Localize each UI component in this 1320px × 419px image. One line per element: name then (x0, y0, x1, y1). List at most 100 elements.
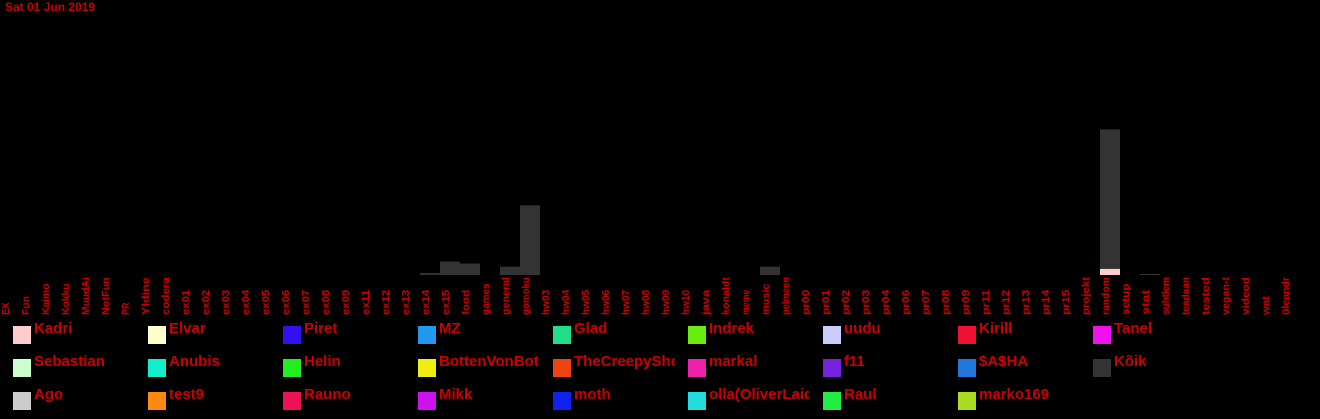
x-tick-label: pelmeen (781, 277, 792, 315)
legend-label: uudu (844, 320, 881, 337)
x-tick-label: ex06 (281, 289, 292, 315)
legend-item: Glad (540, 316, 675, 349)
legend-swatch (553, 359, 571, 377)
legend-label: Glad (574, 320, 608, 337)
legend-item: markal (675, 349, 810, 382)
x-tick-label: food (461, 290, 472, 315)
date-label: Sat 01 Jun 2019 (5, 0, 96, 14)
x-tick-label: ex09 (341, 289, 352, 315)
x-tick-label: pr14 (1041, 289, 1052, 315)
x-tick-label: pr11 (981, 289, 992, 315)
x-tick-label: hw04 (561, 289, 572, 315)
x-tick-label: ex13 (401, 289, 412, 315)
x-tick-label: random (1101, 277, 1112, 315)
legend-swatch (553, 392, 571, 410)
x-tick-label: konaldt (721, 276, 732, 315)
x-tick-label: pr08 (941, 289, 952, 315)
bar-ex15-Kõik (440, 261, 460, 275)
legend-item: olla(OliverLaidoja) (675, 382, 810, 415)
legend-label: TheCreepyShe (574, 353, 675, 370)
legend-item: Anubis (135, 349, 270, 382)
bar-stat-Kõik (1140, 273, 1160, 275)
legend-item: BottenVonBot (405, 349, 540, 382)
x-tick-label: gomoku (521, 277, 532, 315)
legend-item: f11 (810, 349, 945, 382)
legend-label: MZ (439, 320, 461, 337)
x-tick-label: suhtlem (1161, 277, 1172, 315)
legend-item: moth (540, 382, 675, 415)
legend-label: markal (709, 353, 758, 370)
legend-label: f11 (844, 353, 865, 370)
x-tick-label: pr06 (901, 289, 912, 315)
x-tick-label: NotFun (101, 277, 112, 315)
bar-general-Kõik (500, 266, 520, 275)
x-tick-label: pr12 (1001, 289, 1012, 315)
legend-swatch (688, 392, 706, 410)
legend-swatch (823, 392, 841, 410)
legend-swatch (283, 359, 301, 377)
legend-label: marko169 (979, 386, 1050, 403)
x-tick-label: hw09 (661, 289, 672, 315)
x-tick-label: hw05 (581, 289, 592, 315)
legend-label: Raul (844, 386, 877, 403)
legend-item: Elvar (135, 316, 270, 349)
x-tick-label: ex07 (301, 289, 312, 315)
x-tick-label: ex15 (441, 289, 452, 315)
legend-swatch (958, 392, 976, 410)
legend-item: Ago (0, 382, 135, 415)
x-tick-label: pr09 (961, 289, 972, 315)
x-tick-label: java (701, 289, 712, 316)
x-tick-label: ex14 (421, 289, 432, 315)
x-tick-label: ex03 (221, 289, 232, 315)
x-tick-label: hw07 (621, 289, 632, 315)
legend-label: moth (574, 386, 611, 403)
bar-random-Kõik (1100, 129, 1120, 269)
legend-item: $A$HA (945, 349, 1080, 382)
legend-swatch (148, 326, 166, 344)
legend-item: marko169 (945, 382, 1080, 415)
legend-item: Tanel (1080, 316, 1215, 349)
legend-item: Piret (270, 316, 405, 349)
legend-label: Kadri (34, 320, 73, 337)
x-tick-label: ex08 (321, 289, 332, 315)
legend-label: Ago (34, 386, 64, 403)
legend-swatch (283, 392, 301, 410)
legend-label: Sebastian (34, 353, 105, 370)
legend-label: test9 (169, 386, 205, 403)
x-tick-label: ex11 (361, 289, 372, 315)
x-tick-label: ex02 (201, 289, 212, 315)
legend-label: Helin (304, 353, 341, 370)
legend-swatch (823, 359, 841, 377)
bar-chart: EX Fun Kaimo Kokku MuudAi NotFun PR Yldine coder… (1, 129, 1292, 316)
bar-ex14-Kõik (420, 272, 440, 275)
legend-label: Piret (304, 320, 338, 337)
legend-swatch (688, 326, 706, 344)
x-tick-label: wat (1261, 295, 1272, 316)
x-tick-labels: EX Fun Kaimo Kokku MuudAi NotFun PR Yldine coder… (1, 276, 1292, 316)
bars-group (420, 129, 1160, 275)
bar-music-Kõik (760, 266, 780, 275)
legend-swatch (418, 392, 436, 410)
legend-swatch (418, 359, 436, 377)
x-tick-label: Yldine (141, 277, 152, 315)
x-tick-label: meme (741, 289, 752, 315)
x-tick-label: teadaan (1181, 277, 1192, 315)
x-tick-label: pr03 (861, 289, 872, 315)
x-tick-label: hw08 (641, 289, 652, 315)
legend-item: Indrek (675, 316, 810, 349)
legend-label: Tanel (1114, 320, 1153, 337)
legend-item: TheCreepyShe (540, 349, 675, 382)
x-tick-label: vegan-t (1221, 276, 1232, 315)
x-tick-label: setup (1121, 284, 1132, 316)
x-tick-label: tested (1201, 277, 1212, 315)
legend-item: Kõik (1080, 349, 1215, 382)
x-tick-label: hw10 (681, 289, 692, 315)
legend-label: Anubis (169, 353, 220, 370)
x-tick-label: codera (161, 277, 172, 315)
x-tick-label: projekt (1081, 276, 1092, 315)
x-tick-label: pr01 (821, 289, 832, 315)
x-tick-label: MuudAi (81, 277, 92, 315)
legend-swatch (553, 326, 571, 344)
legend-item: Helin (270, 349, 405, 382)
x-tick-label: ex12 (381, 289, 392, 315)
